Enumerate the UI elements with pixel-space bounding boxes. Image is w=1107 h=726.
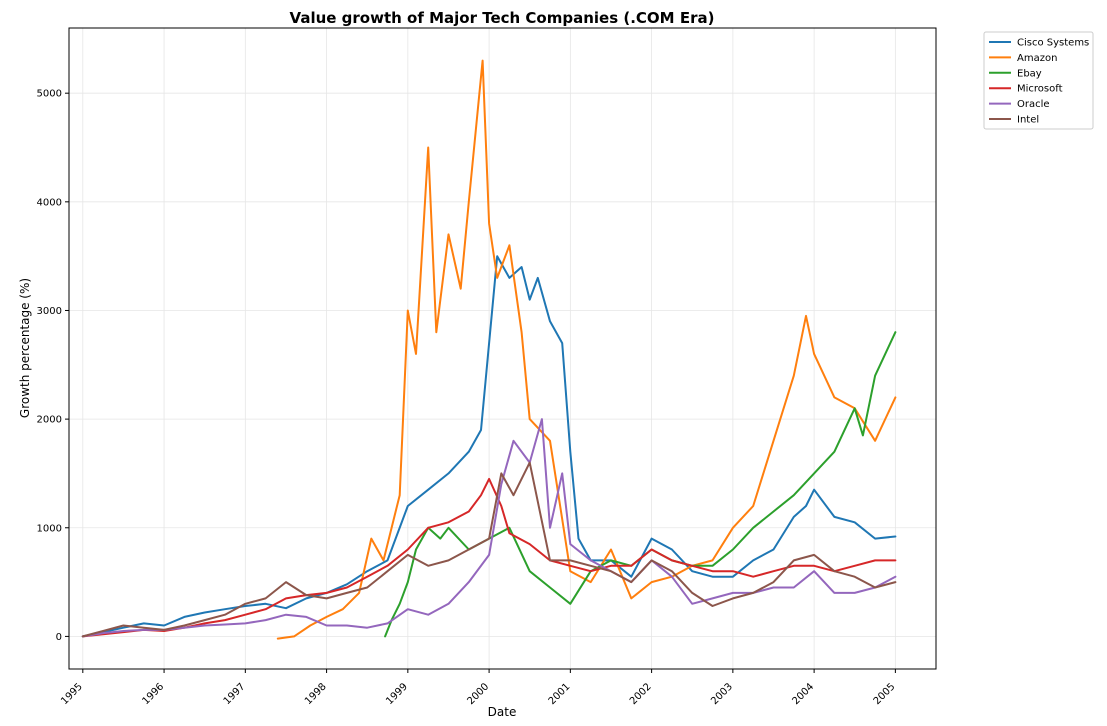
y-tick-label: 2000	[37, 415, 62, 426]
y-axis-label: Growth percentage (%)	[18, 278, 32, 418]
y-tick-label: 3000	[37, 306, 62, 317]
legend: Cisco Systems Amazon Ebay Microsoft Oracle In…	[983, 31, 1094, 130]
legend-label-oracle: Oracle	[1017, 99, 1050, 110]
x-axis-label: Date	[488, 705, 517, 719]
y-tick-label: 5000	[37, 89, 62, 100]
y-tick-label: 4000	[37, 197, 62, 208]
legend-label-amazon: Amazon	[1017, 53, 1057, 64]
legend-label-intel: Intel	[1017, 115, 1039, 126]
series-layer	[81, 59, 897, 640]
series-line-intel	[81, 461, 897, 638]
y-axis-ticks: 0 1000 2000 3000 4000 5000	[37, 89, 69, 643]
legend-label-ebay: Ebay	[1017, 68, 1042, 79]
series-line-microsoft	[81, 477, 897, 638]
y-tick-label: 0	[56, 632, 62, 643]
legend-label-cisco-systems: Cisco Systems	[1017, 38, 1089, 49]
chart-title: Value growth of Major Tech Companies (.C…	[290, 9, 715, 27]
legend-label-microsoft: Microsoft	[1017, 84, 1063, 95]
y-tick-label: 1000	[37, 523, 62, 534]
plot-area-frame	[68, 27, 937, 670]
legend-frame	[983, 31, 1094, 130]
series-line-amazon	[276, 59, 897, 640]
